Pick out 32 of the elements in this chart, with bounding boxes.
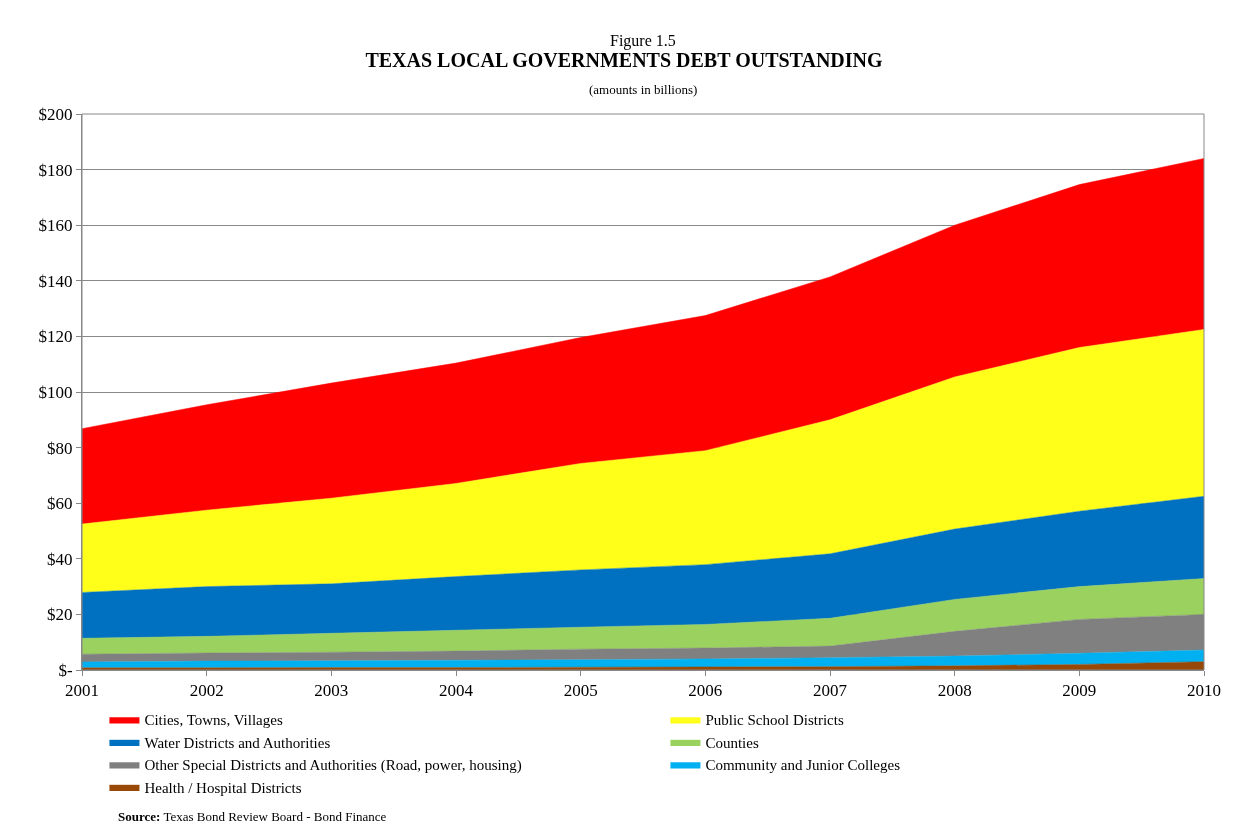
legend-label: Community and Junior Colleges [705,757,901,774]
y-tick-label: $160 [38,216,73,236]
x-tick-label: 2010 [1187,681,1221,701]
legend-label: Public School Districts [705,712,844,729]
legend-label: Health / Hospital Districts [144,779,302,796]
chart-title: TEXAS LOCAL GOVERNMENTS DEBT OUTSTANDING [365,49,884,71]
y-tick-label: $20 [47,605,73,625]
x-tick-label: 2003 [314,681,349,701]
legend-label: Water Districts and Authorities [144,734,331,751]
x-tick-label: 2001 [65,681,99,701]
x-tick-label: 2005 [563,681,598,701]
x-tick-label: 2006 [688,681,723,701]
legend-label: Counties [705,734,759,751]
x-tick-label: 2007 [813,681,848,701]
y-tick-label: $80 [47,438,73,458]
x-tick-label: 2004 [439,681,474,701]
y-tick-label: $140 [38,271,73,291]
legend-label: Cities, Towns, Villages [144,712,283,729]
y-tick-label: $180 [38,160,73,180]
text: Source: Texas Bond Review Board - Bond Finance [118,809,387,824]
x-tick-label: 2009 [1062,681,1097,701]
caption: Figure 1.5 [610,32,676,50]
x-tick-label: 2008 [937,681,972,701]
x-tick-label: 2002 [189,681,224,701]
chart-subtitle: (amounts in billions) [589,82,698,97]
y-tick-label: $40 [47,549,73,569]
y-tick-label: $200 [38,104,73,124]
y-tick-label: $120 [38,327,73,347]
y-tick-label: $- [58,660,73,680]
y-tick-label: $100 [38,382,73,402]
legend-label: Other Special Districts and Authorities (Road, power, housing) [144,757,522,775]
y-tick-label: $60 [47,494,73,514]
